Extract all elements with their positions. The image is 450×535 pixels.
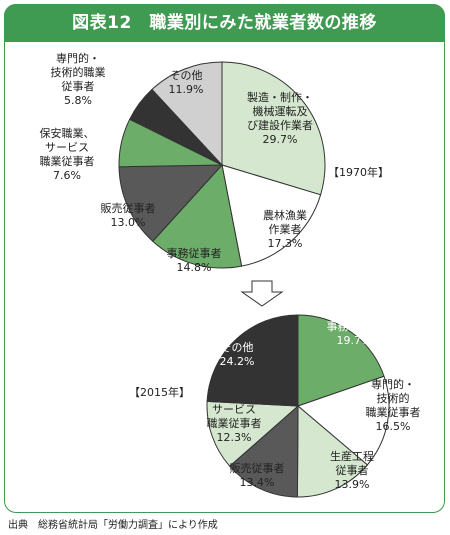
pie-2-year-label: 【2015年】: [129, 385, 190, 399]
pie-1-slice-label-2: 農林漁業: [263, 208, 307, 222]
pie-1-slice-label-4: 販売従事者: [101, 202, 156, 215]
pie-2-slice-5: [206, 400, 300, 467]
pie-2-slice-label-2: 専門的・: [371, 377, 415, 391]
pie-2-value-label-1: 19.7%: [337, 334, 372, 347]
pie-2-slice-6: [206, 314, 299, 407]
figure-title: 図表12 職業別にみた就業者数の推移: [72, 13, 377, 33]
pie-2-value-label-6: 24.2%: [220, 355, 255, 368]
pie-2-slice-label-5: サービス: [212, 403, 256, 416]
pie-2-slice-label-1: 事務従事者: [327, 319, 382, 333]
pie-2-value-label-2: 16.5%: [376, 420, 411, 433]
pie-1-slice-label-5: 職業従事者: [40, 155, 95, 168]
pie-1-slice-7: [151, 61, 223, 167]
pie-1-slice-label-1: び建設作業者: [247, 118, 313, 132]
pie-1-value-label-1: 29.7%: [263, 133, 298, 146]
pie-2-value-label-3: 13.9%: [335, 478, 370, 491]
pie-1-slice-label-6: 技術的職業: [51, 65, 106, 79]
pie-2-slice-label-2: 職業従事者: [366, 406, 421, 419]
pie-2-slice-4: [229, 404, 299, 498]
pie-1-year-label: 【1970年】: [328, 165, 389, 179]
pie-1-value-label-7: 11.9%: [169, 83, 204, 96]
pie-1-value-label-2: 17.3%: [268, 237, 303, 250]
pie-2-slice-label-2: 技術的: [377, 391, 410, 405]
down-arrow-icon: [240, 280, 284, 307]
pie-2-slice-label-3: 生産工程: [330, 449, 374, 463]
pie-1-value-label-4: 13.0%: [111, 216, 146, 229]
pie-1-slice-2: [221, 164, 322, 267]
pie-2-slice-label-4: 販売従事者: [230, 462, 285, 475]
pie-2-slice-2: [297, 375, 390, 466]
pie-1-slice-label-2: 作業者: [269, 223, 302, 236]
pie-1-slice-4: [118, 164, 224, 242]
pie-1-value-label-6: 5.8%: [64, 94, 92, 107]
pie-2-slice-label-5: 職業従事者: [207, 417, 262, 430]
pie-1-slice-1: [221, 61, 326, 196]
pie-1-slice-3: [152, 163, 243, 269]
pie-1-slice-label-5: 保安職業、: [40, 126, 95, 140]
title-bar: 図表12 職業別にみた就業者数の推移: [4, 4, 445, 42]
pie-1-slice-label-7: その他: [170, 69, 203, 82]
pie-1-slice-label-5: サービス: [45, 141, 89, 154]
pie-2-value-label-4: 13.4%: [240, 476, 275, 489]
pie-2-value-label-5: 12.3%: [217, 431, 252, 444]
pie-1-slice-label-3: 事務従事者: [167, 246, 222, 260]
pie-2-slice-label-3: 従事者: [336, 464, 369, 477]
pie-1-value-label-5: 7.6%: [53, 169, 81, 182]
pie-2-slice-label-6: その他: [221, 341, 254, 354]
pie-2-slice-3: [296, 404, 369, 498]
pie-1-slice-label-1: 製造・制作・: [247, 90, 313, 104]
pie-1-value-label-3: 14.8%: [177, 261, 212, 274]
pie-1-slice-label-6: 従事者: [62, 80, 95, 93]
pie-1-slice-label-6: 専門的・: [56, 51, 100, 65]
pie-1-slice-label-1: 機械運転及: [253, 104, 308, 118]
source-note: 出典 総務省統計局「労働力調査」により作成: [8, 520, 218, 531]
